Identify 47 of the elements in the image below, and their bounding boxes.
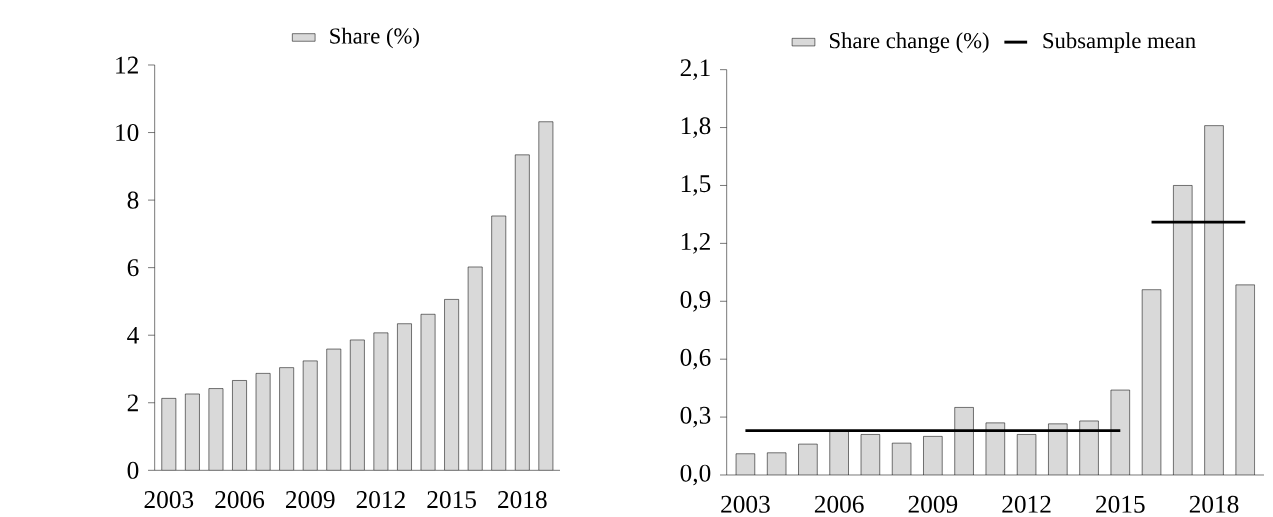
x-tick-label: 2006 [215, 491, 265, 509]
bar [326, 348, 342, 471]
y-tick-label: 0,9 [680, 290, 711, 312]
bar [255, 373, 271, 471]
bar [185, 393, 200, 471]
bar [538, 121, 554, 471]
bar [302, 360, 318, 471]
y-tick-label: 8 [127, 191, 139, 209]
bar [373, 332, 389, 471]
bar [467, 266, 483, 471]
bar [350, 339, 365, 471]
x-tick-label: 2018 [498, 491, 547, 509]
x-tick-label: 2012 [1002, 495, 1051, 513]
x-tick-label: 2003 [721, 495, 770, 513]
legend-label: Share change (%) [830, 32, 989, 53]
x-tick-label: 2006 [814, 495, 864, 513]
x-tick-label: 2003 [144, 491, 194, 509]
y-tick-label: 6 [127, 259, 139, 277]
y-tick-label: 1,5 [681, 175, 711, 196]
x-tick-label: 2018 [1189, 495, 1239, 513]
x-tick-label: 2009 [908, 495, 958, 513]
y-tick-label: 10 [116, 124, 139, 142]
x-tick-label: 2015 [427, 491, 476, 509]
y-tick-label: 0 [127, 461, 139, 479]
y-tick-label: 2,1 [680, 59, 710, 80]
bar [208, 388, 224, 471]
legend-label: Share (%) [330, 27, 419, 49]
bar [444, 299, 459, 471]
y-tick-label: 1,8 [681, 117, 711, 138]
y-tick-label: 1,2 [681, 233, 710, 254]
y-tick-label: 0,0 [680, 464, 711, 486]
bar [420, 314, 436, 471]
y-tick-label: 0,6 [680, 348, 711, 370]
bar [232, 380, 247, 471]
y-tick-label: 0,3 [680, 406, 711, 428]
x-tick-label: 2012 [356, 491, 405, 509]
bar [491, 215, 507, 471]
x-tick-label: 2009 [285, 491, 335, 509]
bar [514, 154, 530, 471]
legend-label: Subsample mean [1043, 32, 1196, 53]
y-tick-label: 12 [116, 56, 138, 74]
y-tick-label: 2 [127, 394, 138, 412]
bar [397, 323, 412, 471]
bar [279, 367, 294, 471]
y-tick-label: 4 [127, 326, 139, 344]
x-tick-label: 2015 [1096, 495, 1145, 513]
bar [161, 398, 177, 471]
